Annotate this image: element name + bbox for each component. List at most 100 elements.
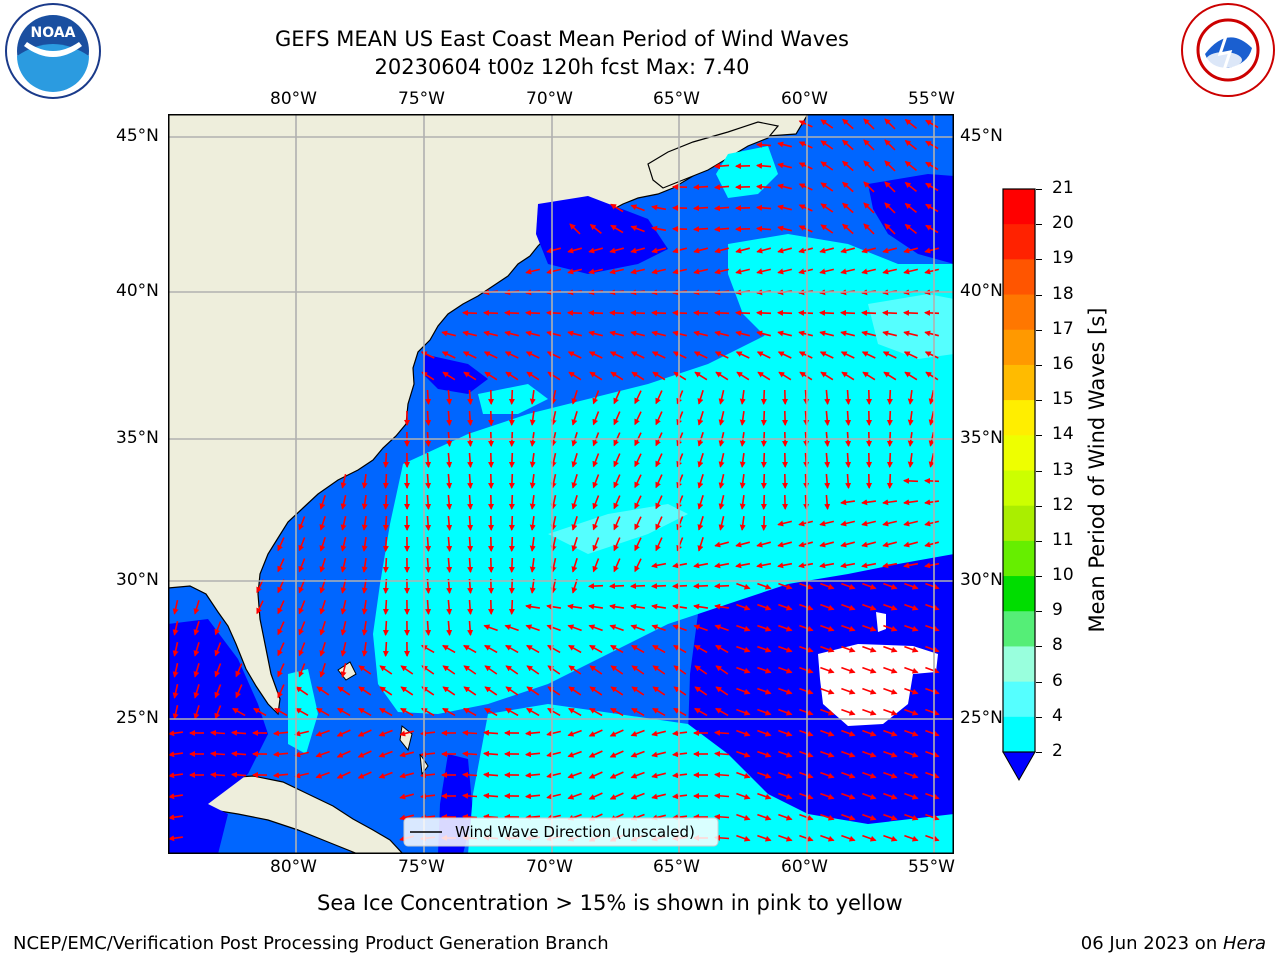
wind-wave-arrow bbox=[550, 495, 557, 510]
wind-wave-arrow bbox=[467, 599, 474, 615]
wind-wave-arrow bbox=[441, 351, 456, 359]
wind-wave-arrow bbox=[652, 707, 666, 717]
wind-wave-arrow bbox=[609, 309, 625, 316]
wind-wave-arrow bbox=[884, 181, 896, 193]
wind-wave-arrow bbox=[736, 624, 751, 632]
wind-wave-arrow bbox=[777, 351, 792, 359]
wind-wave-arrow bbox=[655, 390, 663, 405]
wind-wave-arrow bbox=[862, 729, 877, 737]
wind-wave-arrow bbox=[824, 473, 831, 489]
wind-wave-arrow bbox=[718, 495, 725, 510]
wind-wave-arrow bbox=[904, 118, 917, 130]
wind-wave-arrow bbox=[904, 666, 919, 674]
wind-wave-arrow bbox=[613, 495, 621, 510]
wind-wave-arrow bbox=[862, 645, 877, 653]
wind-wave-arrow bbox=[798, 520, 813, 527]
wind-wave-arrow bbox=[253, 707, 267, 717]
wind-wave-arrow bbox=[315, 771, 330, 779]
wind-wave-arrow bbox=[820, 582, 835, 590]
wind-wave-arrow bbox=[925, 708, 940, 716]
wind-wave-arrow bbox=[592, 453, 600, 468]
wind-wave-arrow bbox=[799, 603, 814, 611]
wind-wave-arrow bbox=[231, 771, 247, 778]
wind-wave-arrow bbox=[592, 474, 600, 489]
wind-wave-arrow bbox=[504, 624, 519, 632]
wind-wave-arrow bbox=[904, 750, 919, 758]
wind-wave-arrow bbox=[319, 516, 326, 531]
wind-wave-arrow bbox=[820, 203, 834, 213]
wind-wave-arrow bbox=[613, 537, 621, 552]
wind-wave-arrow bbox=[651, 793, 666, 800]
wind-wave-arrow bbox=[168, 793, 184, 800]
wind-wave-arrow bbox=[232, 707, 246, 717]
wind-wave-arrow bbox=[609, 351, 624, 359]
wind-wave-arrow bbox=[925, 203, 939, 213]
wind-wave-arrow bbox=[400, 686, 414, 696]
wind-wave-arrow bbox=[630, 771, 645, 779]
wind-wave-arrow bbox=[735, 268, 750, 275]
wind-wave-arrow bbox=[340, 495, 347, 510]
wind-wave-arrow bbox=[777, 247, 793, 254]
wind-wave-arrow bbox=[529, 389, 536, 405]
wind-wave-arrow bbox=[547, 644, 561, 654]
wind-wave-arrow bbox=[256, 600, 264, 615]
wind-wave-arrow bbox=[589, 644, 603, 654]
wind-wave-arrow bbox=[778, 750, 793, 758]
wind-wave-arrow bbox=[778, 371, 792, 381]
colorbar-tick-mark bbox=[1036, 681, 1042, 683]
wind-wave-arrow bbox=[820, 771, 835, 779]
wind-wave-arrow bbox=[273, 772, 289, 779]
wind-wave-arrow bbox=[756, 330, 771, 337]
wind-wave-arrow bbox=[819, 330, 834, 337]
wind-wave-arrow bbox=[861, 562, 877, 569]
colorbar-block bbox=[1003, 329, 1035, 366]
wind-wave-arrow bbox=[757, 750, 772, 758]
wind-wave-arrow bbox=[820, 708, 835, 716]
wind-wave-arrow bbox=[651, 583, 667, 590]
wind-wave-arrow bbox=[442, 665, 456, 675]
wind-wave-arrow bbox=[924, 520, 939, 527]
wind-wave-arrow bbox=[925, 792, 940, 800]
colorbar-block bbox=[1003, 189, 1035, 225]
wind-wave-arrow bbox=[819, 309, 835, 316]
colorbar-tick-label: 21 bbox=[1052, 178, 1074, 198]
wind-wave-arrow bbox=[568, 371, 582, 381]
wind-wave-arrow bbox=[651, 603, 667, 610]
wind-wave-arrow bbox=[361, 536, 368, 552]
wind-wave-arrow bbox=[925, 645, 940, 653]
period-under-2-regions bbox=[168, 174, 954, 854]
wind-wave-arrow bbox=[884, 223, 896, 235]
wind-wave-arrow bbox=[760, 515, 767, 531]
wind-wave-arrow bbox=[529, 536, 536, 552]
lat-label-right-40n: 40°N bbox=[960, 281, 1003, 301]
wind-wave-arrow bbox=[526, 644, 540, 654]
wind-wave-arrow bbox=[840, 309, 856, 316]
wind-wave-arrow bbox=[735, 562, 751, 569]
wind-wave-arrow bbox=[378, 750, 393, 758]
wind-wave-arrow bbox=[610, 707, 624, 717]
wind-wave-arrow bbox=[735, 247, 751, 254]
wind-wave-arrow bbox=[337, 686, 351, 696]
colorbar-block bbox=[1003, 646, 1035, 683]
wind-wave-arrow bbox=[735, 541, 751, 548]
wind-wave-arrow bbox=[799, 813, 814, 821]
footer-machine: Hera bbox=[1222, 933, 1266, 954]
wind-wave-arrow bbox=[442, 371, 456, 381]
wind-wave-arrow bbox=[673, 665, 687, 675]
wind-wave-arrow bbox=[571, 537, 578, 552]
wind-wave-arrow bbox=[425, 620, 432, 636]
colorbar-tick-mark bbox=[1036, 435, 1042, 437]
lat-label-left-35n: 35°N bbox=[116, 428, 159, 448]
wind-wave-arrow bbox=[546, 624, 561, 632]
wind-wave-arrow bbox=[840, 268, 855, 275]
wind-wave-arrow bbox=[862, 582, 877, 590]
wind-wave-arrow bbox=[336, 729, 351, 737]
wind-wave-arrow bbox=[168, 835, 184, 842]
wind-wave-arrow bbox=[883, 792, 898, 800]
wind-wave-arrow bbox=[483, 792, 499, 799]
wind-wave-arrow bbox=[903, 499, 919, 506]
wind-wave-arrow bbox=[399, 772, 415, 779]
wind-wave-arrow bbox=[569, 223, 581, 235]
wind-wave-arrow bbox=[400, 665, 414, 675]
wind-wave-arrow bbox=[550, 516, 557, 531]
